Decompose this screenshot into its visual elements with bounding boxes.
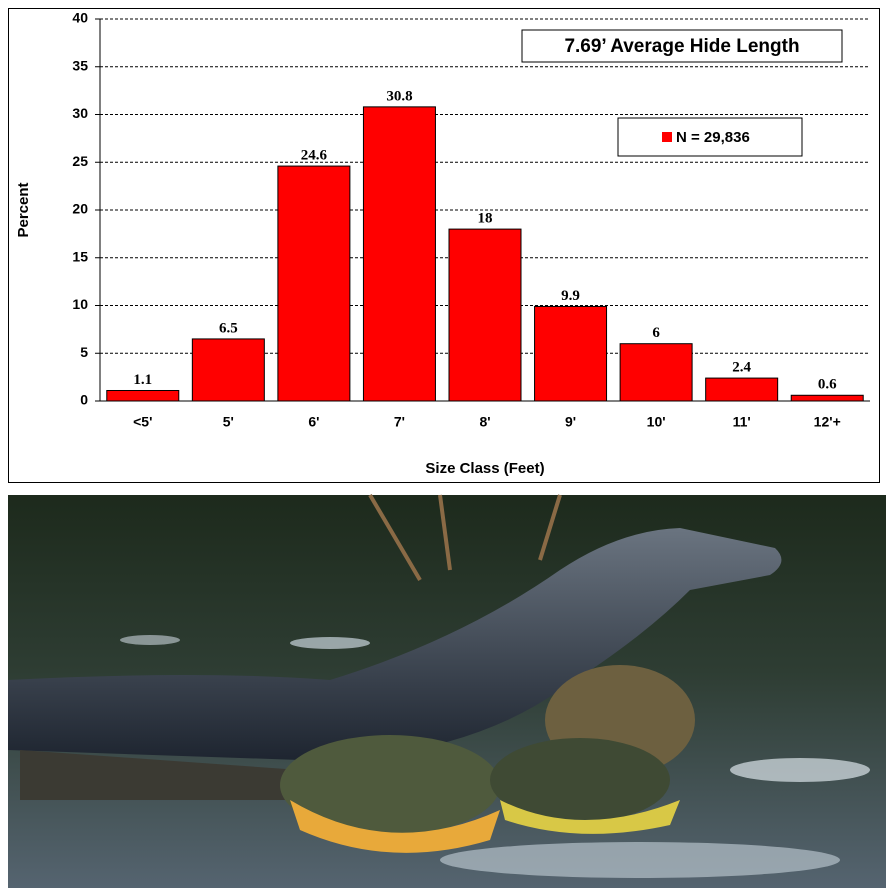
bar [534, 305, 608, 402]
legend-swatch [662, 132, 672, 142]
y-tick-label: 20 [72, 201, 88, 217]
bar [790, 394, 864, 402]
y-tick-label: 15 [72, 248, 88, 264]
annotation-box [521, 29, 843, 63]
y-axis-title: Percent [15, 182, 32, 237]
alligator [8, 528, 782, 760]
x-tick-label: 10' [647, 414, 666, 430]
y-tick-label: 35 [72, 57, 88, 73]
log [20, 750, 300, 800]
reflection [120, 635, 180, 645]
x-tick-label: <5' [133, 414, 152, 430]
reflection [290, 637, 370, 649]
y-tick-label: 0 [80, 392, 88, 408]
value-label: 30.8 [386, 88, 412, 104]
value-label: 6 [652, 325, 660, 341]
value-label: 0.6 [818, 377, 837, 393]
bar [448, 228, 522, 402]
x-tick-label: 5' [223, 414, 234, 430]
bar [277, 165, 351, 402]
y-tick-label: 10 [72, 296, 88, 312]
reeds [368, 493, 562, 582]
y-tick-label: 25 [72, 153, 88, 169]
bar [619, 343, 693, 402]
photo [8, 493, 886, 888]
x-tick-label: 9' [565, 414, 576, 430]
x-tick-label: 12'+ [814, 414, 841, 430]
value-label: 9.9 [561, 288, 580, 304]
value-label: 24.6 [301, 148, 328, 164]
bar [191, 338, 265, 402]
legend-label: N = 29,836 [676, 129, 750, 146]
annotation: 7.69’ Average Hide Length [564, 36, 799, 57]
x-tick-label: 11' [733, 414, 751, 430]
chart: 7.69’ Average Hide Length Size Class (Fe… [8, 8, 880, 483]
x-tick-label: 7' [394, 414, 405, 430]
bar [705, 377, 779, 402]
turtle [280, 735, 500, 835]
x-tick-label: 6' [308, 414, 319, 430]
turtle [490, 738, 670, 822]
turtle-shell [500, 800, 680, 834]
legend-box [617, 117, 803, 157]
x-tick-label: 8' [479, 414, 490, 430]
value-label: 2.4 [732, 360, 751, 376]
value-label: 1.1 [133, 372, 152, 388]
reflection [730, 758, 870, 782]
x-axis-title: Size Class (Feet) [425, 460, 544, 477]
value-label: 6.5 [219, 320, 238, 336]
y-tick-label: 5 [80, 344, 88, 360]
bar [362, 106, 436, 402]
turtle-shell [290, 800, 500, 853]
y-tick-label: 40 [72, 10, 88, 26]
y-tick-label: 30 [72, 105, 88, 121]
reflection [440, 842, 840, 878]
chart-frame [8, 8, 880, 483]
value-label: 18 [478, 211, 493, 227]
bar [106, 389, 180, 402]
